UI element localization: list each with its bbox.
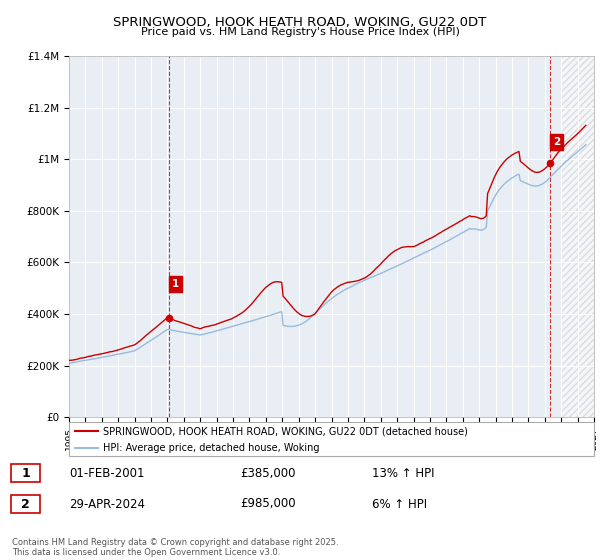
Text: 29-APR-2024: 29-APR-2024 — [69, 497, 145, 511]
Text: Contains HM Land Registry data © Crown copyright and database right 2025.
This d: Contains HM Land Registry data © Crown c… — [12, 538, 338, 557]
Bar — [561, 56, 594, 417]
Text: 2: 2 — [21, 497, 30, 511]
Text: SPRINGWOOD, HOOK HEATH ROAD, WOKING, GU22 0DT (detached house): SPRINGWOOD, HOOK HEATH ROAD, WOKING, GU2… — [103, 426, 468, 436]
Text: Price paid vs. HM Land Registry's House Price Index (HPI): Price paid vs. HM Land Registry's House … — [140, 27, 460, 37]
Text: 2: 2 — [553, 137, 560, 147]
Text: £385,000: £385,000 — [240, 466, 296, 480]
Text: 1: 1 — [21, 466, 30, 480]
Text: £985,000: £985,000 — [240, 497, 296, 511]
Point — [545, 158, 555, 167]
Text: 13% ↑ HPI: 13% ↑ HPI — [372, 466, 434, 480]
Text: 1: 1 — [172, 279, 179, 289]
Text: 6% ↑ HPI: 6% ↑ HPI — [372, 497, 427, 511]
Point — [164, 314, 173, 323]
Text: 01-FEB-2001: 01-FEB-2001 — [69, 466, 145, 480]
Text: SPRINGWOOD, HOOK HEATH ROAD, WOKING, GU22 0DT: SPRINGWOOD, HOOK HEATH ROAD, WOKING, GU2… — [113, 16, 487, 29]
Text: HPI: Average price, detached house, Woking: HPI: Average price, detached house, Woki… — [103, 443, 320, 452]
Bar — [561, 56, 594, 417]
